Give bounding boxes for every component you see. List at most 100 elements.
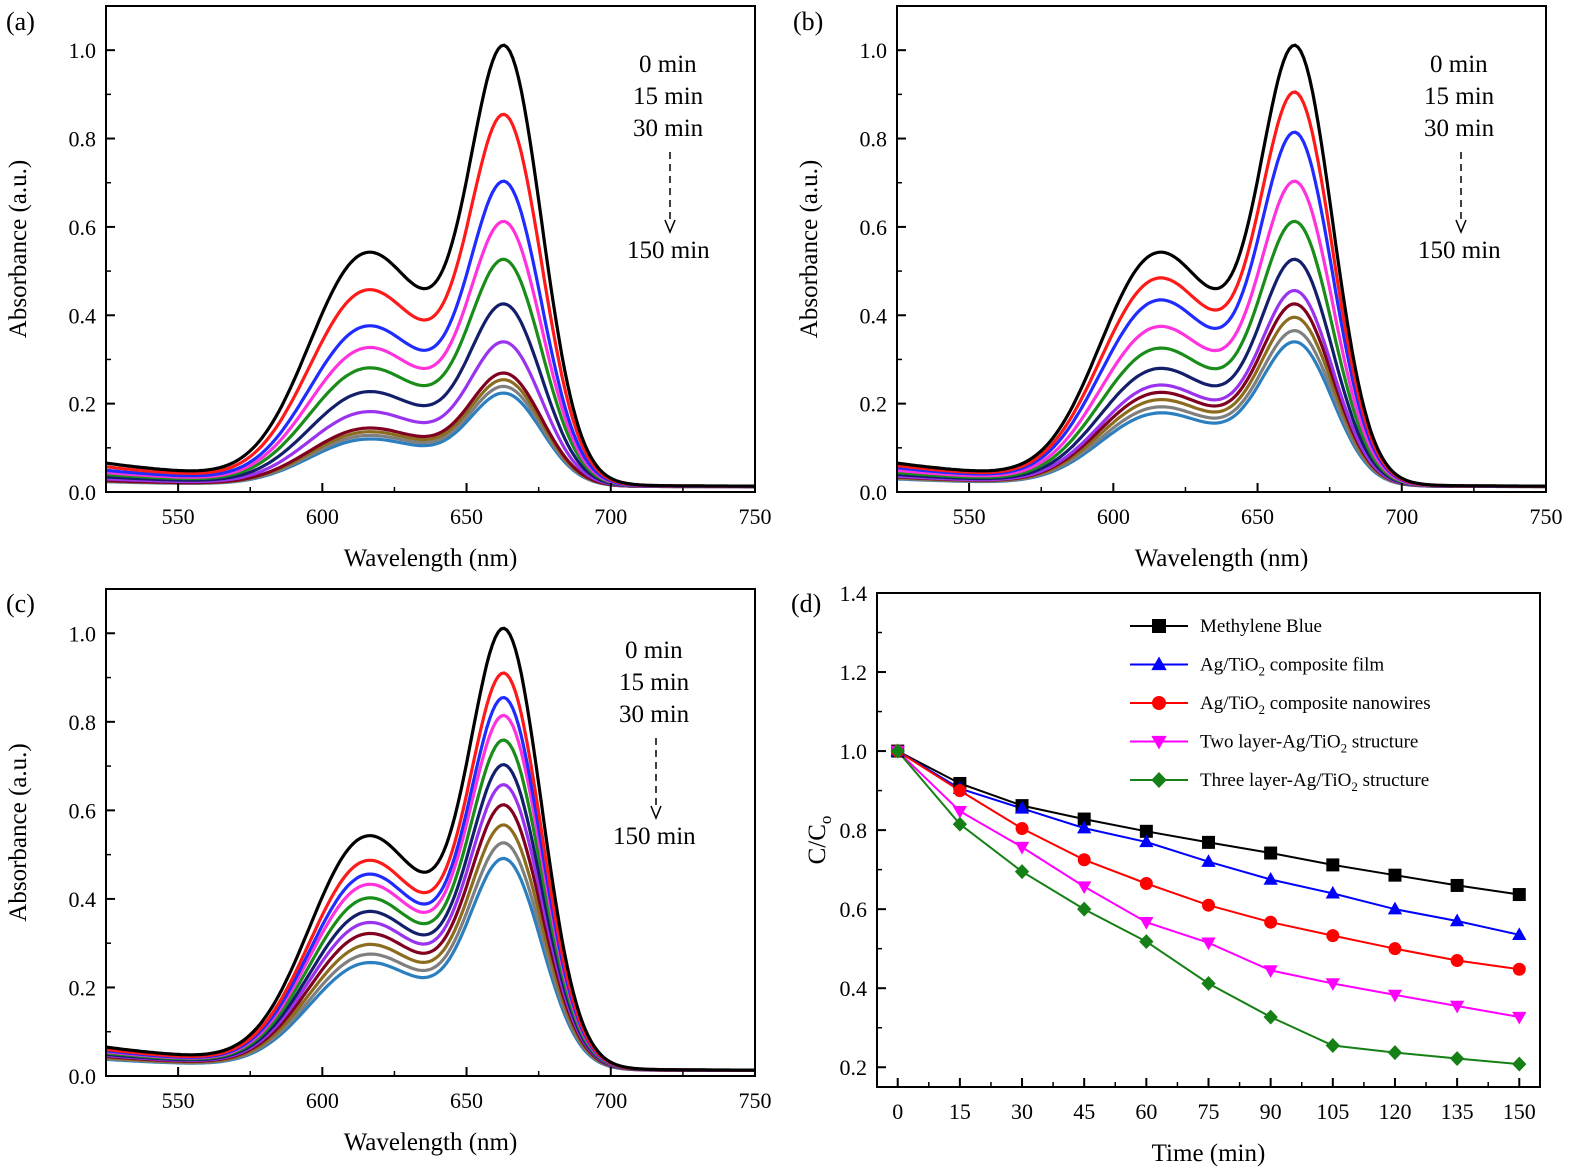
- y-tick-label: 1.2: [840, 660, 868, 685]
- spectrum-line: [105, 257, 755, 488]
- y-tick-label: 1.4: [840, 581, 868, 606]
- x-tick-label: 600: [306, 504, 339, 529]
- marker-square: [1264, 846, 1278, 860]
- y-tick-label: 0.8: [860, 127, 888, 152]
- x-tick-label: 600: [1097, 504, 1130, 529]
- y-tick-label: 0.2: [840, 1055, 868, 1080]
- spectrum-line: [896, 302, 1546, 489]
- legend-text: Three layer-Ag/TiO: [1200, 770, 1351, 791]
- x-tick-label: 750: [739, 1088, 772, 1113]
- legend-label: Ag/TiO2 composite film: [1200, 655, 1384, 679]
- marker-square: [1450, 878, 1464, 892]
- x-tick-label: 650: [450, 504, 483, 529]
- marker-triangle-down: [1201, 937, 1216, 951]
- x-axis-label: Wavelength (nm): [344, 1129, 518, 1156]
- x-tick-label: 105: [1316, 1099, 1349, 1124]
- marker-triangle-up: [1014, 800, 1030, 814]
- spectrum-line: [896, 179, 1546, 488]
- marker-triangle-down: [1014, 841, 1030, 855]
- panel-a: (a) 0 min 15 min 30 min 150 min 550 600 650 700 7…: [5, 5, 772, 572]
- spectrum-line: [896, 257, 1546, 488]
- legend-text: composite nanowires: [1265, 693, 1431, 714]
- y-tick-label: 0.6: [69, 215, 97, 240]
- marker-square: [1326, 858, 1340, 872]
- legend-text: composite film: [1265, 655, 1384, 676]
- spectrum-line: [105, 302, 755, 489]
- plot-frame: [105, 588, 756, 1077]
- x-tick-label: 120: [1378, 1099, 1411, 1124]
- y-axis-label-text: Absorbance (a.u.): [796, 160, 823, 338]
- x-tick-label: 60: [1135, 1099, 1157, 1124]
- y-tick-label: 1.0: [69, 621, 97, 646]
- legend-label: Ag/TiO2 composite nanowires: [1200, 693, 1431, 717]
- x-tick-label: 650: [1241, 504, 1274, 529]
- legend-text: structure: [1358, 770, 1429, 791]
- spectrum-line: [896, 90, 1546, 488]
- marker-triangle-up: [1263, 872, 1278, 885]
- arrow-head: [650, 805, 662, 820]
- marker-circle: [953, 784, 967, 798]
- spectrum-line: [896, 288, 1547, 489]
- y-tick-label: 0.6: [860, 215, 888, 240]
- spectrum-line: [105, 738, 755, 1072]
- spectrum-line: [896, 315, 1546, 489]
- legend-text: structure: [1347, 732, 1418, 753]
- marker-triangle-up: [1151, 656, 1167, 671]
- time-label: 30 min: [1424, 115, 1495, 142]
- marker-diamond: [1077, 901, 1092, 917]
- x-tick-label: 700: [594, 504, 627, 529]
- time-label: 15 min: [619, 669, 690, 696]
- legend-label: Three layer-Ag/TiO2 structure: [1200, 770, 1429, 794]
- y-tick-label: 0.2: [860, 392, 888, 417]
- panel-label: (b): [793, 7, 823, 36]
- marker-circle: [1152, 696, 1166, 710]
- y-axis-label: C/Co: [804, 816, 835, 865]
- marker-square: [1512, 888, 1526, 902]
- legend-text: Two layer-Ag/TiO: [1200, 732, 1341, 753]
- marker-square: [1077, 812, 1091, 826]
- y-tick-label: 0.2: [69, 975, 97, 1000]
- marker-triangle-down: [1139, 917, 1154, 930]
- marker-square: [1139, 824, 1153, 838]
- x-tick-label: 750: [739, 504, 772, 529]
- y-tick-label: 0.0: [69, 480, 97, 505]
- spectrum-line: [896, 328, 1546, 489]
- x-tick-label: 600: [306, 1088, 339, 1113]
- arrow-head: [664, 219, 676, 234]
- y-tick-label: 0.8: [840, 818, 868, 843]
- legend-subscript: 2: [1351, 779, 1358, 794]
- y-tick-label: 0.2: [69, 392, 97, 417]
- marker-square: [1202, 835, 1215, 849]
- x-tick-label: 700: [1385, 504, 1418, 529]
- legend-subscript: 2: [1258, 664, 1265, 679]
- marker-diamond: [1201, 975, 1216, 991]
- marker-square: [1388, 868, 1402, 882]
- legend-label: Methylene Blue: [1200, 616, 1322, 637]
- legend-text: Ag/TiO: [1200, 693, 1258, 714]
- marker-triangle-down: [1151, 735, 1167, 750]
- marker-triangle-up: [1325, 885, 1340, 899]
- x-tick-label: 550: [162, 1088, 195, 1113]
- legend-subscript: 2: [1258, 702, 1265, 717]
- marker-circle: [1450, 954, 1464, 968]
- panel-label: (d): [791, 589, 821, 618]
- time-label: 15 min: [633, 83, 704, 110]
- time-label: 150 min: [613, 823, 696, 850]
- panel-b: (b) 0 min 15 min 30 min 150 min 550 600 650 700 7…: [793, 5, 1563, 572]
- spectrum-line: [105, 695, 755, 1072]
- y-tick-label: 0.0: [860, 480, 888, 505]
- y-tick-label: 0.6: [69, 798, 97, 823]
- time-label: 30 min: [619, 701, 690, 728]
- marker-diamond: [1325, 1038, 1340, 1053]
- marker-diamond: [1387, 1045, 1403, 1061]
- spectrum-line: [105, 823, 755, 1072]
- marker-triangle-down: [1077, 881, 1092, 895]
- x-tick-label: 0: [892, 1099, 903, 1124]
- y-tick-label: 0.0: [69, 1064, 97, 1089]
- spectrum-line: [105, 340, 755, 489]
- time-label: 150 min: [1418, 237, 1501, 264]
- y-tick-label: 1.0: [860, 38, 888, 63]
- marker-triangle-up: [1512, 927, 1527, 941]
